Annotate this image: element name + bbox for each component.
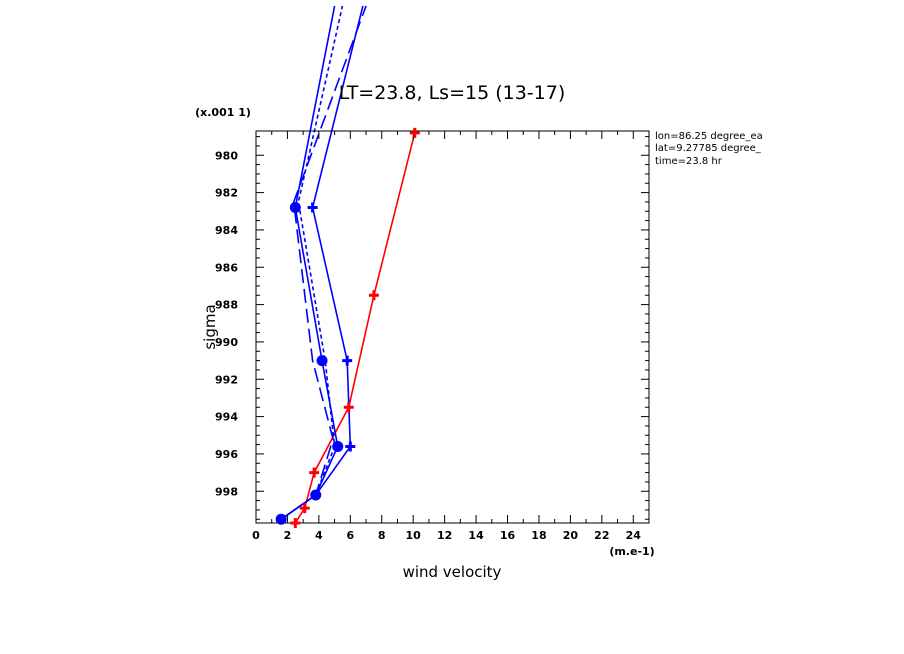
x-tick-label: 18 [531,529,546,542]
y-scale-label: (x.001 1) [195,106,251,119]
x-tick-label: 6 [346,529,354,542]
data-point-circle [332,440,344,452]
series-line-1 [280,5,339,520]
x-axis-title: wind velocity [403,563,502,581]
series-line-4 [280,5,344,520]
data-point-plus [345,441,356,452]
y-tick-label: 994 [215,411,238,424]
data-point-plus [343,402,354,413]
x-tick-label: 10 [406,529,422,542]
series-line-3 [280,5,367,520]
y-tick-label: 984 [215,224,238,237]
y-tick-label: 992 [215,373,238,386]
series-line-0 [294,132,416,523]
y-tick-label: 982 [215,187,238,200]
chart-title: LT=23.8, Ls=15 (13-17) [339,82,566,104]
x-tick-label: 14 [468,529,484,542]
data-point-plus [309,467,320,478]
x-tick-label: 12 [437,529,452,542]
x-tick-label: 22 [594,529,609,542]
x-tick-label: 4 [315,529,323,542]
info-time: time=23.8 hr [655,156,723,167]
y-tick-label: 998 [215,485,238,498]
data-point-circle [316,355,328,367]
plot-frame [255,130,650,524]
x-units-label: (m.e-1) [609,545,654,558]
data-point-plus [290,518,301,528]
data-point-plus [342,355,353,366]
data-point-plus [368,290,379,301]
info-lon: lon=86.25 degree_ea [655,131,763,142]
axes-layer: 0 2 4 6 8 10 12 14 16 18 20 22 249809829849869889909… [215,131,650,542]
x-tick-label: 2 [284,529,292,542]
x-tick-label: 8 [378,529,386,542]
y-axis-title: sigma [201,304,219,349]
y-tick-label: 990 [215,336,238,349]
data-point-plus [299,503,310,514]
y-tick-label: 980 [215,149,238,162]
y-tick-label: 986 [215,261,238,274]
x-tick-label: 16 [500,529,516,542]
x-tick-label: 24 [626,529,642,542]
x-tick-label: 20 [563,529,579,542]
y-tick-label: 996 [215,448,238,461]
y-tick-label: 988 [215,299,238,312]
info-lat: lat=9.27785 degree_ [655,143,762,154]
data-point-plus [276,514,287,525]
data-point-plus [310,490,321,500]
data-point-plus [307,202,318,213]
data-point-plus [409,127,420,138]
data-point-circle [289,202,301,214]
x-tick-label: 0 [252,529,260,542]
